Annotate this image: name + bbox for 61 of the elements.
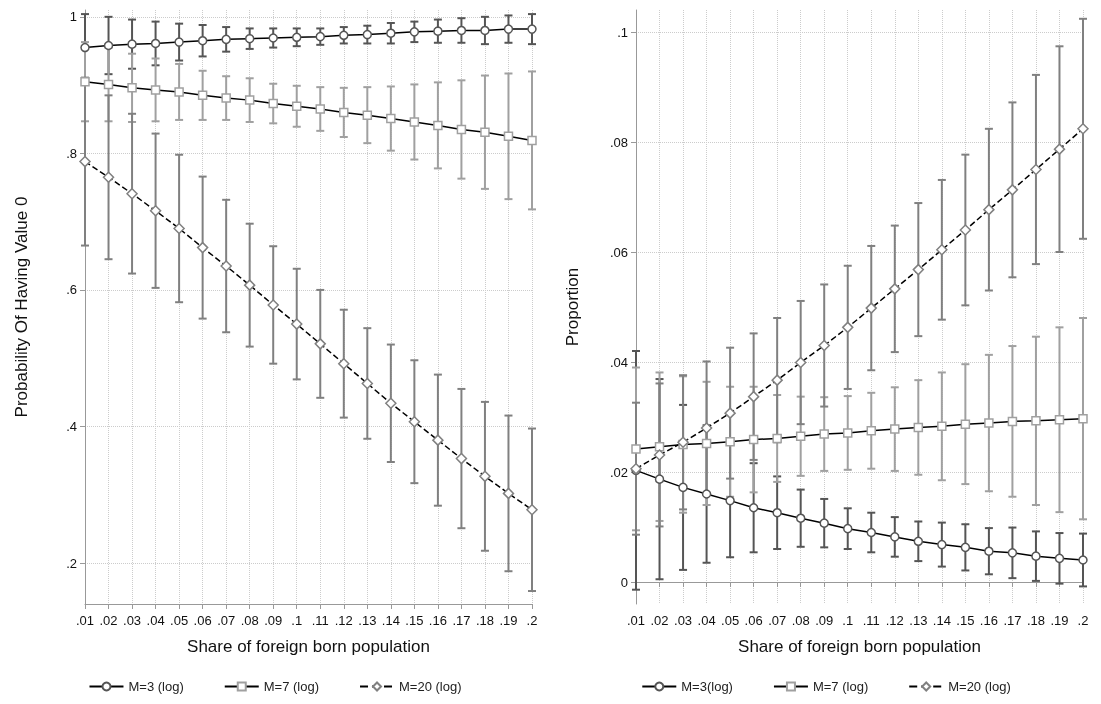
- x-tick-label: .19: [1050, 613, 1069, 628]
- x-tick-label: .01: [75, 613, 95, 628]
- x-tick-label: .07: [217, 613, 236, 628]
- legend-label: M=7 (log): [812, 679, 869, 694]
- x-tick-label: .09: [264, 613, 283, 628]
- x-tick-label: .05: [170, 613, 189, 628]
- y-tick-label: 1: [69, 9, 77, 25]
- x-tick-label: .06: [744, 613, 763, 628]
- x-tick-label: .2: [1077, 613, 1089, 628]
- y-tick-label: .02: [609, 464, 628, 480]
- x-tick-label: .08: [791, 613, 810, 628]
- x-tick-label: .03: [674, 613, 693, 628]
- y-tick-label: .4: [66, 418, 77, 434]
- x-tick-label: .16: [428, 613, 447, 628]
- x-tick-label: .13: [358, 613, 377, 628]
- x-tick-label: .1: [291, 613, 303, 628]
- y-tick-label: .2: [66, 555, 77, 571]
- x-tick-label: .16: [979, 613, 998, 628]
- legend-label: M=20 (log): [948, 679, 1011, 694]
- x-tick-label: .14: [932, 613, 951, 628]
- x-tick-label: .07: [768, 613, 787, 628]
- x-tick-label: .17: [1003, 613, 1022, 628]
- x-tick-label: .03: [123, 613, 142, 628]
- x-tick-label: .15: [956, 613, 975, 628]
- x-tick-label: .13: [909, 613, 928, 628]
- legend-label: M=3(log): [681, 679, 733, 694]
- x-axis-title: Share of foreign born population: [187, 637, 430, 656]
- y-axis-title: Probability Of Having Value 0: [12, 196, 31, 418]
- y-tick-label: .06: [609, 244, 628, 260]
- x-tick-label: .04: [146, 613, 165, 628]
- x-tick-label: .09: [815, 613, 834, 628]
- legend-label: M=7 (log): [263, 679, 320, 694]
- y-tick-label: .1: [617, 24, 628, 40]
- x-tick-label: .06: [193, 613, 212, 628]
- x-tick-label: .04: [697, 613, 716, 628]
- x-tick-label: .18: [475, 613, 494, 628]
- x-tick-label: .12: [334, 613, 353, 628]
- y-tick-label: .6: [66, 282, 77, 298]
- legend-label: M=3 (log): [128, 679, 184, 694]
- x-tick-label: .19: [499, 613, 518, 628]
- x-tick-label: .11: [862, 613, 880, 628]
- x-tick-label: .08: [240, 613, 259, 628]
- x-tick-label: .1: [842, 613, 854, 628]
- y-axis-title: Proportion: [563, 267, 582, 347]
- x-tick-label: .17: [452, 613, 471, 628]
- y-tick-label: 0: [620, 574, 628, 590]
- y-tick-label: .04: [609, 354, 628, 370]
- x-axis-title: Share of foreign born population: [738, 637, 981, 656]
- x-tick-label: .11: [311, 613, 329, 628]
- y-tick-label: .08: [609, 134, 628, 150]
- x-tick-label: .05: [721, 613, 740, 628]
- x-tick-label: .12: [885, 613, 904, 628]
- x-tick-label: .2: [526, 613, 538, 628]
- x-tick-label: .01: [626, 613, 646, 628]
- x-tick-label: .15: [405, 613, 424, 628]
- x-tick-label: .02: [99, 613, 118, 628]
- x-tick-label: .02: [650, 613, 669, 628]
- y-tick-label: .8: [66, 145, 77, 161]
- x-tick-label: .14: [381, 613, 400, 628]
- x-tick-label: .18: [1026, 613, 1045, 628]
- legend-label: M=20 (log): [399, 679, 462, 694]
